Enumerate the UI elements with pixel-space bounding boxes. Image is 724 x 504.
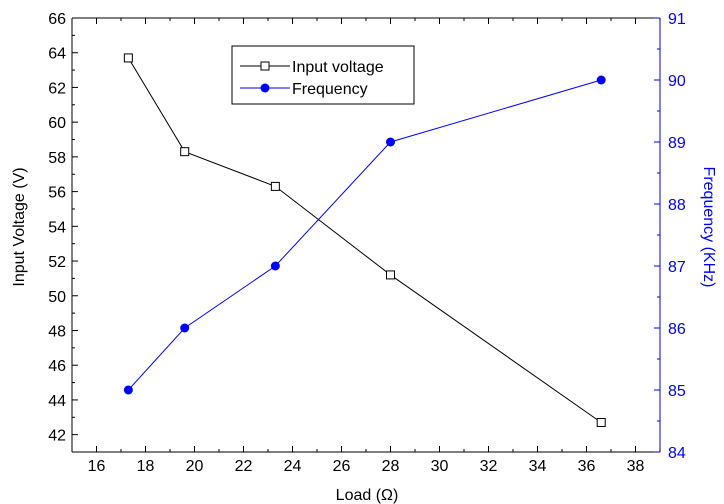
x-tick-label: 26: [333, 458, 351, 475]
x-tick-label: 32: [480, 458, 498, 475]
y2-axis-title: Frequency (KHz): [700, 167, 717, 288]
x-axis-title: Load (Ω): [336, 487, 399, 504]
x-tick-label: 36: [578, 458, 596, 475]
x-tick-label: 16: [88, 458, 106, 475]
y2-tick-label: 88: [668, 197, 686, 214]
x-tick-label: 34: [529, 458, 547, 475]
series-line-input-voltage: [127, 57, 602, 423]
y-axis-title: Input Voltage (V): [11, 167, 28, 286]
y2-tick-label: 87: [668, 259, 686, 276]
data-point-input-voltage: [180, 147, 190, 157]
x-tick-label: 20: [186, 458, 204, 475]
x-tick-label: 30: [431, 458, 449, 475]
data-point-frequency: [180, 323, 190, 333]
y-tick-label: 58: [48, 150, 66, 167]
data-point-input-voltage: [386, 270, 395, 280]
x-tick-label: 22: [235, 458, 253, 475]
legend-marker-input-voltage: [260, 61, 270, 71]
x-tick-label: 28: [382, 458, 400, 475]
y-tick-label: 64: [48, 46, 66, 63]
y-tick-label: 48: [48, 323, 66, 340]
y-tick-label: 52: [48, 254, 66, 271]
y2-tick-label: 90: [668, 73, 686, 90]
x-tick-label: 18: [137, 458, 155, 475]
series-layer: [123, 53, 606, 427]
y-tick-label: 66: [48, 11, 66, 28]
y-tick-label: 42: [48, 428, 66, 445]
data-point-input-voltage: [596, 417, 606, 427]
axes-layer: 16 18 20 22 24 26 28 30 32 34 36 38 42 44 46 48 50 52 54 56…: [48, 11, 686, 475]
x-tick-label: 24: [284, 458, 302, 475]
data-point-frequency: [386, 137, 395, 147]
y-tick-label: 46: [48, 358, 66, 375]
data-point-frequency: [123, 385, 133, 395]
y2-tick-label: 84: [668, 445, 686, 462]
legend-marker-frequency: [260, 83, 270, 93]
data-point-frequency: [596, 75, 606, 85]
y2-tick-label: 89: [668, 135, 686, 152]
series-line-frequency: [127, 79, 602, 391]
data-point-input-voltage: [270, 181, 280, 191]
y-tick-label: 62: [48, 80, 66, 97]
data-point-frequency: [270, 261, 280, 271]
y2-tick-label: 86: [668, 321, 686, 338]
legend-box: [231, 45, 415, 105]
y-tick-label: 44: [48, 393, 66, 410]
y2-tick-label: 91: [668, 11, 686, 28]
legend: Input voltage Frequency: [231, 45, 415, 105]
y-tick-label: 56: [48, 185, 66, 202]
y-tick-label: 54: [48, 219, 66, 236]
y2-tick-label: 85: [668, 383, 686, 400]
x-tick-label: 38: [627, 458, 645, 475]
y-tick-label: 50: [48, 289, 66, 306]
legend-label-input-voltage: Input voltage: [292, 59, 384, 76]
legend-label-frequency: Frequency: [292, 81, 368, 98]
data-point-input-voltage: [123, 53, 133, 63]
y-tick-label: 60: [48, 115, 66, 132]
